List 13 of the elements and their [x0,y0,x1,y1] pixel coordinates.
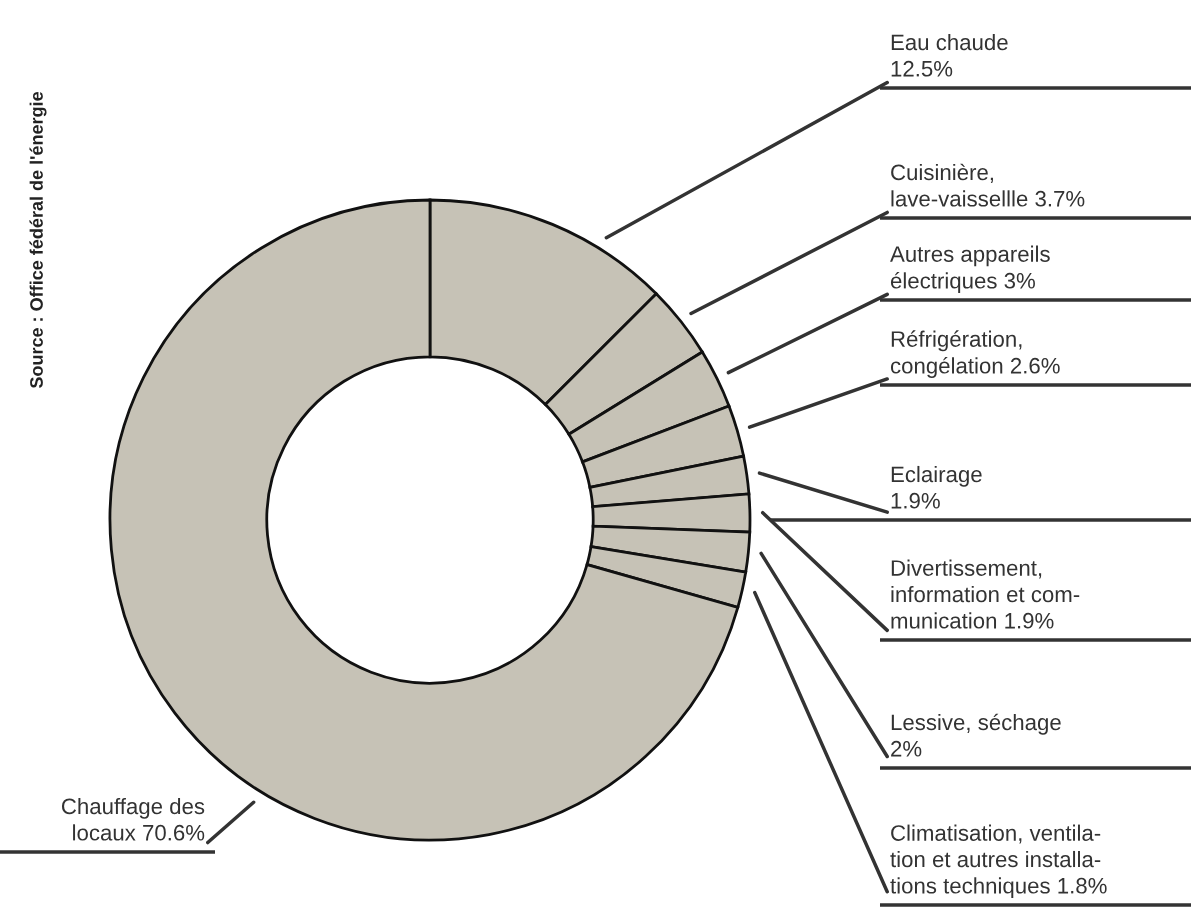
slice-label: Autres appareils électriques 3% [890,245,1050,293]
data-label: 1.9% [891,492,940,509]
slice-label: Réfrigération, congélation 2.6% [890,330,1060,378]
source-note: Source : Office fédéral de l'énergie [29,91,47,389]
slice-label: Climatisation, ventila- tion et autres installa- tions techniques 1.8% [890,824,1107,898]
data-label: 12.5% [891,60,953,77]
slice-label: Cuisinière, lave-vaissellle 3.7% [891,163,1085,207]
slice-label: Lessive, séchage [891,713,1061,735]
data-label: 2% [891,740,922,757]
slice-label: Eau chaude [891,33,1008,51]
slice-label: Divertissement, information et com- munication 1.9% [891,559,1080,629]
slice-label: Eclairage [891,465,982,487]
slice-label: Chauffage des locaux 70.6% [61,797,205,841]
